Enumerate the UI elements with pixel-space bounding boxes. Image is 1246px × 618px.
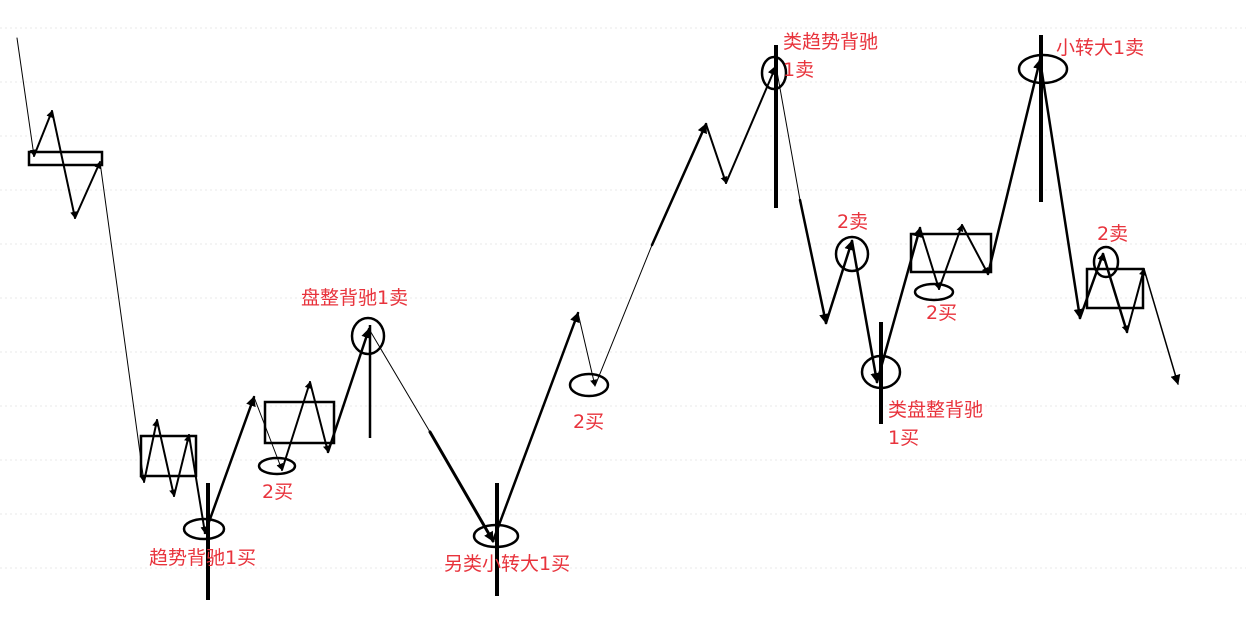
vertical-markers bbox=[206, 35, 1043, 600]
label-quasi-consol-div-line2: 1买 bbox=[888, 427, 920, 449]
price-path bbox=[16, 37, 1181, 543]
label-alt-small-big-1buy: 另类小转大1买 bbox=[444, 553, 571, 575]
ellipse-trend-div-buy bbox=[182, 517, 226, 541]
label-2buy-a: 2买 bbox=[262, 481, 294, 503]
pivot-box-1 bbox=[27, 150, 104, 167]
pivot-box-2 bbox=[139, 434, 198, 478]
pivot-boxes bbox=[27, 150, 1145, 478]
label-quasi-trend-div-line1: 类趋势背驰 bbox=[783, 31, 879, 53]
grid-lines bbox=[0, 27, 1246, 569]
label-2sell-b: 2卖 bbox=[1097, 223, 1129, 245]
ellipse-2buy-b bbox=[568, 372, 610, 398]
pivot-box-4 bbox=[909, 232, 993, 274]
ellipse-alt-small-big-buy bbox=[472, 523, 520, 549]
label-2buy-b: 2买 bbox=[573, 411, 605, 433]
pivot-box-5 bbox=[1085, 267, 1145, 310]
ellipse-2buy-a bbox=[257, 456, 297, 476]
label-2buy-c: 2买 bbox=[926, 302, 958, 324]
label-quasi-consol-div-line1: 类盘整背驰 bbox=[888, 399, 984, 421]
ellipse-quasi-trend-sell bbox=[760, 55, 788, 91]
pivot-box-3 bbox=[263, 400, 336, 445]
label-trend-div-1buy: 趋势背驰1买 bbox=[149, 547, 257, 569]
ellipse-consol-div-sell bbox=[350, 316, 386, 356]
ellipse-quasi-consol-buy bbox=[860, 354, 902, 390]
ellipse-2sell-a bbox=[834, 235, 870, 273]
highlight-ellipses bbox=[182, 53, 1120, 549]
label-consol-div-1sell: 盘整背驰1卖 bbox=[301, 287, 409, 309]
label-quasi-trend-div-line2: 1卖 bbox=[783, 59, 815, 81]
ellipse-small-big-sell bbox=[1017, 53, 1069, 85]
ellipse-2sell-b bbox=[1092, 245, 1120, 279]
label-small-big-1sell: 小转大1卖 bbox=[1056, 37, 1145, 59]
ellipse-2buy-c bbox=[913, 282, 955, 302]
label-2sell-a: 2卖 bbox=[837, 211, 869, 233]
